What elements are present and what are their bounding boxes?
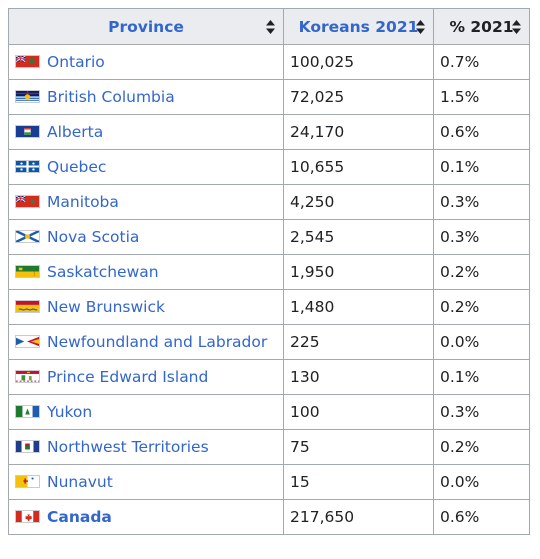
province-population-table: Province Koreans 2021 % 2021 Ontario 100,… (8, 8, 530, 535)
koreans-count-cell: 100,025 (283, 44, 434, 80)
sort-icon[interactable] (266, 19, 275, 34)
ontario-flag-icon[interactable] (15, 55, 40, 68)
percent-cell: 0.0% (433, 324, 530, 360)
table-row: New Brunswick 1,480 0.2% (8, 289, 530, 325)
nwt-flag-icon[interactable] (15, 440, 40, 453)
province-link[interactable]: Yukon (47, 403, 93, 421)
province-link[interactable]: Newfoundland and Labrador (47, 333, 268, 351)
province-cell: Manitoba (8, 184, 284, 220)
province-link[interactable]: Prince Edward Island (47, 368, 209, 386)
province-cell: Alberta (8, 114, 284, 150)
province-cell: Quebec (8, 149, 284, 185)
table-row: Newfoundland and Labrador 225 0.0% (8, 324, 530, 360)
koreans-count-cell: 10,655 (283, 149, 434, 185)
percent-cell: 0.2% (433, 429, 530, 465)
province-cell: Yukon (8, 394, 284, 430)
province-cell: Northwest Territories (8, 429, 284, 465)
column-header-koreans[interactable]: Koreans 2021 (283, 8, 434, 45)
table-row: Saskatchewan 1,950 0.2% (8, 254, 530, 290)
percent-cell: 0.7% (433, 44, 530, 80)
percent-cell: 0.3% (433, 219, 530, 255)
province-cell: Prince Edward Island (8, 359, 284, 395)
province-cell: Newfoundland and Labrador (8, 324, 284, 360)
percent-cell: 0.1% (433, 359, 530, 395)
newfoundland-flag-icon[interactable] (15, 335, 40, 348)
province-cell: British Columbia (8, 79, 284, 115)
column-header-percent[interactable]: % 2021 (433, 8, 530, 45)
column-header-koreans-label[interactable]: Koreans 2021 (298, 17, 419, 36)
yukon-flag-icon[interactable] (15, 405, 40, 418)
table-row: Manitoba 4,250 0.3% (8, 184, 530, 220)
province-link[interactable]: Northwest Territories (47, 438, 209, 456)
percent-cell: 0.6% (433, 499, 530, 535)
percent-cell: 0.1% (433, 149, 530, 185)
table-row: Nova Scotia 2,545 0.3% (8, 219, 530, 255)
percent-cell: 1.5% (433, 79, 530, 115)
sort-icon[interactable] (416, 19, 425, 34)
percent-cell: 0.0% (433, 464, 530, 500)
table-row: British Columbia 72,025 1.5% (8, 79, 530, 115)
koreans-count-cell: 1,950 (283, 254, 434, 290)
table-row: Alberta 24,170 0.6% (8, 114, 530, 150)
table-row: Ontario 100,025 0.7% (8, 44, 530, 80)
province-cell: Nova Scotia (8, 219, 284, 255)
koreans-count-cell: 2,545 (283, 219, 434, 255)
column-header-province[interactable]: Province (8, 8, 284, 45)
nunavut-flag-icon[interactable] (15, 475, 40, 488)
alberta-flag-icon[interactable] (15, 125, 40, 138)
nova-scotia-flag-icon[interactable] (15, 230, 40, 243)
koreans-count-cell: 130 (283, 359, 434, 395)
province-cell: Ontario (8, 44, 284, 80)
percent-cell: 0.3% (433, 394, 530, 430)
koreans-count-cell: 24,170 (283, 114, 434, 150)
province-cell: Canada (8, 499, 284, 535)
province-link[interactable]: Nova Scotia (47, 228, 140, 246)
province-cell: Saskatchewan (8, 254, 284, 290)
column-header-province-label[interactable]: Province (108, 17, 184, 36)
province-link[interactable]: British Columbia (47, 88, 175, 106)
koreans-count-cell: 100 (283, 394, 434, 430)
province-cell: Nunavut (8, 464, 284, 500)
pei-flag-icon[interactable] (15, 370, 40, 383)
sort-icon[interactable] (512, 19, 521, 34)
koreans-count-cell: 75 (283, 429, 434, 465)
country-link[interactable]: Canada (47, 508, 112, 526)
canada-flag-icon[interactable] (15, 510, 40, 523)
province-link[interactable]: Nunavut (47, 473, 113, 491)
percent-cell: 0.3% (433, 184, 530, 220)
province-link[interactable]: Ontario (47, 53, 105, 71)
province-cell: New Brunswick (8, 289, 284, 325)
new-brunswick-flag-icon[interactable] (15, 300, 40, 313)
table-row: Northwest Territories 75 0.2% (8, 429, 530, 465)
koreans-count-cell: 1,480 (283, 289, 434, 325)
column-header-percent-label: % 2021 (449, 17, 514, 36)
percent-cell: 0.2% (433, 254, 530, 290)
province-link[interactable]: New Brunswick (47, 298, 165, 316)
table-row: Quebec 10,655 0.1% (8, 149, 530, 185)
manitoba-flag-icon[interactable] (15, 195, 40, 208)
table-row: Nunavut 15 0.0% (8, 464, 530, 500)
province-link[interactable]: Saskatchewan (47, 263, 159, 281)
province-link[interactable]: Manitoba (47, 193, 119, 211)
percent-cell: 0.6% (433, 114, 530, 150)
province-link[interactable]: Alberta (47, 123, 104, 141)
koreans-count-cell: 72,025 (283, 79, 434, 115)
header-row: Province Koreans 2021 % 2021 (8, 8, 530, 45)
british-columbia-flag-icon[interactable] (15, 90, 40, 103)
table-row: Yukon 100 0.3% (8, 394, 530, 430)
koreans-count-cell: 225 (283, 324, 434, 360)
koreans-count-cell: 217,650 (283, 499, 434, 535)
table-row: Prince Edward Island 130 0.1% (8, 359, 530, 395)
total-row: Canada 217,650 0.6% (8, 499, 530, 535)
koreans-count-cell: 15 (283, 464, 434, 500)
koreans-count-cell: 4,250 (283, 184, 434, 220)
percent-cell: 0.2% (433, 289, 530, 325)
saskatchewan-flag-icon[interactable] (15, 265, 40, 278)
quebec-flag-icon[interactable] (15, 160, 40, 173)
province-link[interactable]: Quebec (47, 158, 107, 176)
